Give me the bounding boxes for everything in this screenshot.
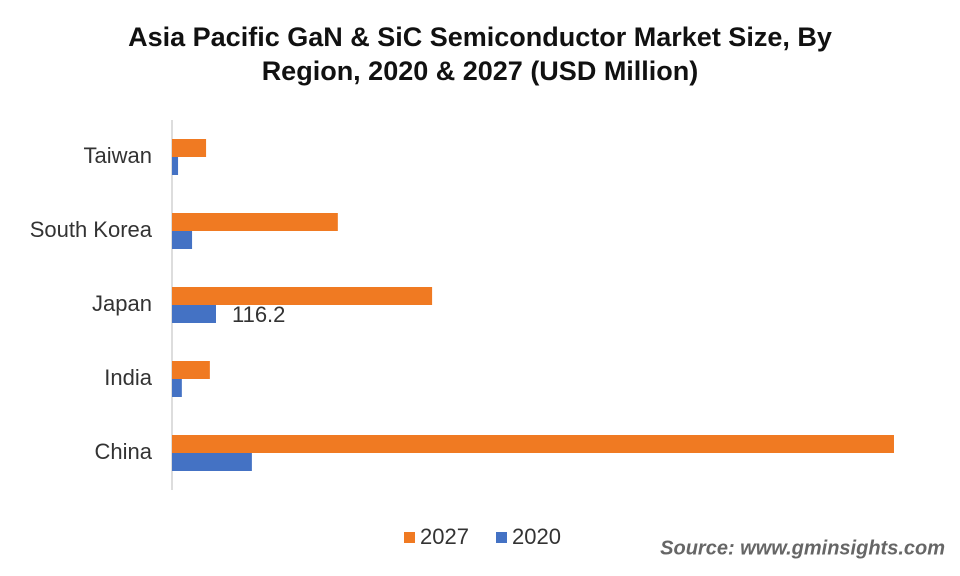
y-tick-label: India: [104, 365, 152, 390]
legend-label: 2027: [420, 524, 469, 549]
y-tick-label: China: [95, 439, 153, 464]
legend-swatch: [496, 532, 507, 543]
y-tick-label: Japan: [92, 291, 152, 316]
bar: [172, 157, 179, 175]
bar: [172, 213, 338, 231]
bar: [172, 435, 894, 453]
bar: [172, 361, 210, 379]
legend-swatch: [404, 532, 415, 543]
chart-title: Asia Pacific GaN & SiC Semiconductor Mar…: [128, 22, 832, 86]
y-tick-label: Taiwan: [84, 143, 152, 168]
bar: [172, 453, 252, 471]
bar: [172, 287, 433, 305]
y-tick-label: South Korea: [30, 217, 153, 242]
bar: [172, 305, 216, 323]
data-label: 116.2: [232, 302, 285, 327]
bar: [172, 231, 193, 249]
legend-label: 2020: [512, 524, 561, 549]
bar: [172, 139, 207, 157]
source: Source: www.gminsights.com: [660, 537, 945, 559]
bar: [172, 379, 182, 397]
